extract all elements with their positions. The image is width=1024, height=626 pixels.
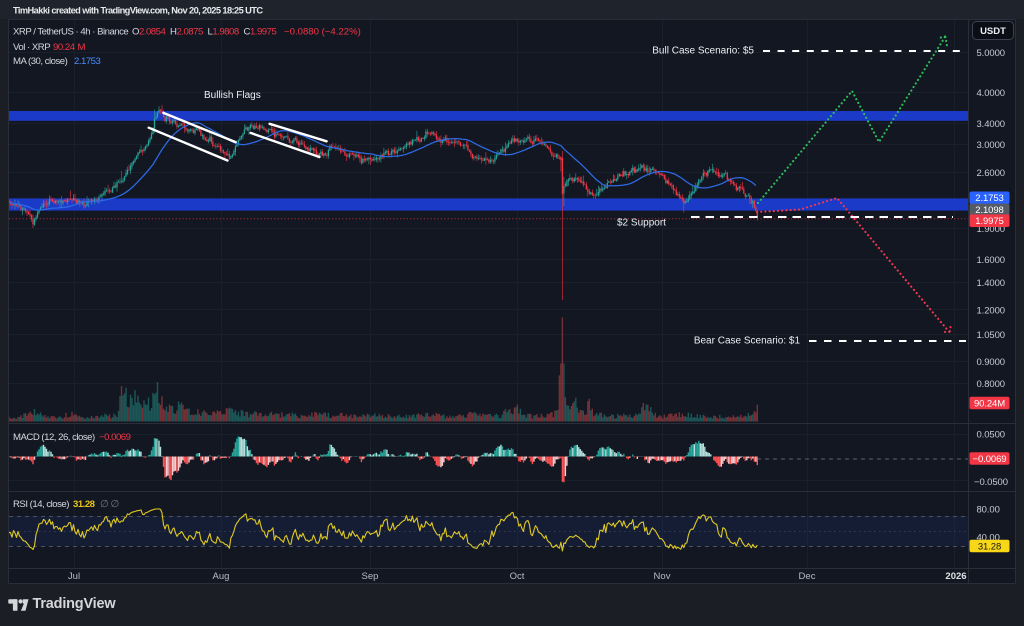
svg-text:1.6000: 1.6000 (977, 255, 1005, 266)
svg-text:4.0000: 4.0000 (977, 88, 1005, 99)
svg-text:−0.0069: −0.0069 (99, 432, 131, 443)
svg-text:Aug: Aug (213, 571, 230, 582)
svg-text:Bear Case Scenario: $1: Bear Case Scenario: $1 (694, 336, 801, 347)
svg-text:90.24M: 90.24M (974, 398, 1005, 409)
svg-text:1.9000: 1.9000 (977, 224, 1005, 235)
svg-text:2026: 2026 (945, 571, 966, 582)
svg-text:1.2000: 1.2000 (977, 305, 1005, 316)
svg-text:3.0000: 3.0000 (977, 140, 1005, 151)
svg-text:90.24: 90.24 (53, 42, 76, 53)
svg-text:1.9975: 1.9975 (975, 216, 1003, 227)
svg-text:0.9000: 0.9000 (977, 357, 1005, 368)
svg-text:40.00: 40.00 (977, 532, 1000, 543)
svg-text:RSI (14, close): RSI (14, close) (13, 499, 69, 510)
svg-text:M: M (78, 42, 86, 53)
svg-text:2.6000: 2.6000 (977, 168, 1005, 179)
svg-text:O2.0854: O2.0854 (132, 27, 166, 38)
svg-text:L1.9808: L1.9808 (208, 27, 239, 38)
svg-text:31.28: 31.28 (73, 499, 96, 510)
svg-text:5.0000: 5.0000 (977, 48, 1005, 59)
svg-text:−0.0069: −0.0069 (973, 454, 1007, 465)
svg-text:Dec: Dec (799, 571, 816, 582)
svg-text:2.1753: 2.1753 (74, 56, 101, 67)
svg-text:2.1753: 2.1753 (975, 193, 1003, 204)
svg-text:USDT: USDT (980, 26, 1006, 37)
svg-text:1.0500: 1.0500 (977, 330, 1005, 341)
svg-text:∅ ∅: ∅ ∅ (100, 499, 119, 510)
svg-text:Bull Case Scenario: $5: Bull Case Scenario: $5 (652, 46, 754, 57)
svg-text:1.4000: 1.4000 (977, 278, 1005, 289)
svg-text:2.1098: 2.1098 (975, 205, 1003, 216)
svg-text:0.0500: 0.0500 (977, 429, 1005, 440)
svg-text:XRP / TetherUS · 4h · Binance: XRP / TetherUS · 4h · Binance (13, 27, 128, 38)
svg-text:Sep: Sep (362, 571, 379, 582)
svg-text:Jul: Jul (68, 571, 80, 582)
svg-text:MACD (12, 26, close): MACD (12, 26, close) (13, 432, 95, 443)
svg-text:H2.0875: H2.0875 (170, 27, 203, 38)
svg-text:0.8000: 0.8000 (977, 379, 1005, 390)
svg-text:Nov: Nov (654, 571, 671, 582)
svg-text:C1.9975: C1.9975 (244, 27, 277, 38)
svg-text:31.28: 31.28 (978, 541, 1001, 552)
svg-text:TradingView: TradingView (33, 596, 117, 612)
svg-text:−0.0500: −0.0500 (974, 477, 1008, 488)
svg-text:TimHakki created with TradingV: TimHakki created with TradingView.com, N… (13, 6, 263, 16)
svg-text:$2 Support: $2 Support (617, 218, 666, 229)
svg-text:80.00: 80.00 (977, 504, 1000, 515)
svg-text:Oct: Oct (510, 571, 525, 582)
svg-text:Bullish Flags: Bullish Flags (204, 90, 261, 101)
svg-text:MA (30, close): MA (30, close) (13, 56, 68, 67)
svg-text:Vol · XRP: Vol · XRP (13, 42, 50, 53)
svg-text:3.4000: 3.4000 (977, 119, 1005, 130)
svg-text:−0.0880 (−4.22%): −0.0880 (−4.22%) (284, 27, 361, 38)
